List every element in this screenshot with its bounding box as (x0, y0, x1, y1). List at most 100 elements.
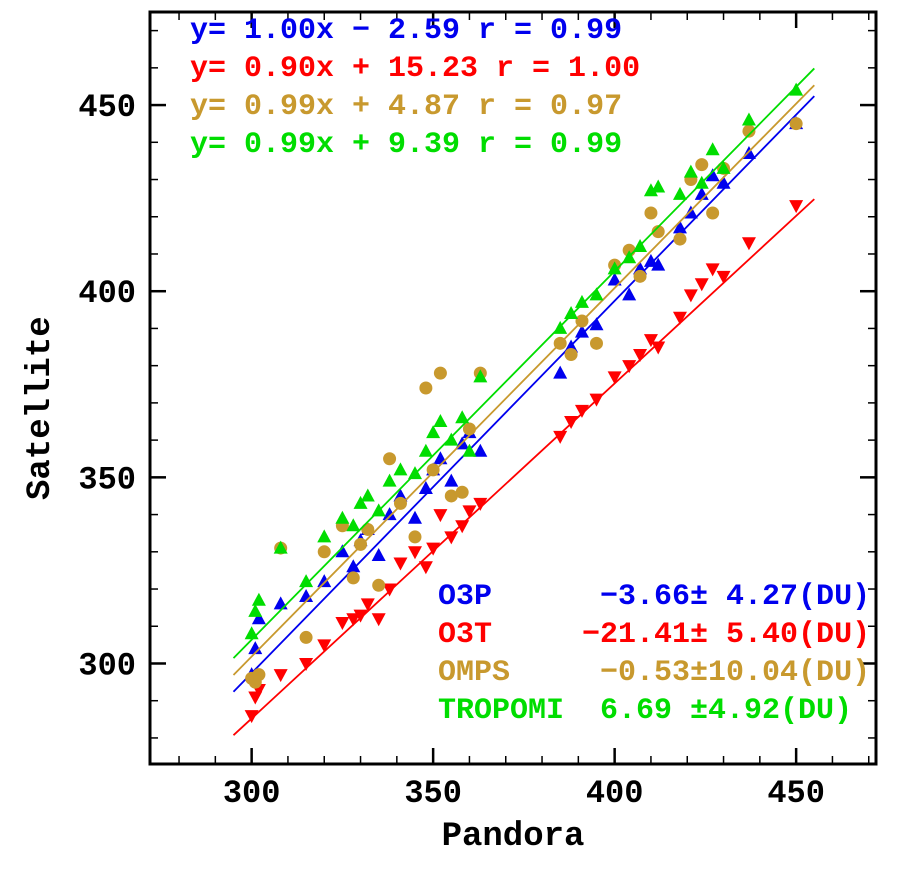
marker-circle-omps (789, 117, 803, 131)
series-points-tropomi (244, 82, 804, 640)
marker-triangle-up-tropomi (789, 82, 804, 96)
marker-triangle-up-tropomi (335, 510, 350, 524)
marker-triangle-up-o3p (273, 596, 288, 610)
x-tick-label: 350 (404, 775, 462, 812)
marker-triangle-up-tropomi (382, 473, 397, 487)
marker-triangle-down-o3t (705, 263, 720, 277)
marker-triangle-down-o3t (589, 393, 604, 407)
marker-triangle-up-tropomi (651, 179, 666, 193)
marker-triangle-up-o3p (407, 510, 422, 524)
marker-triangle-up-tropomi (418, 443, 433, 457)
fit-equation-tropomi: y= 0.99x + 9.39 r = 0.99 (190, 128, 623, 162)
marker-triangle-up-o3p (371, 548, 386, 562)
marker-circle-omps (408, 530, 422, 544)
marker-triangle-up-o3p (251, 611, 266, 625)
marker-triangle-down-o3t (371, 613, 386, 627)
marker-triangle-down-o3t (353, 609, 368, 623)
marker-circle-omps (575, 314, 589, 328)
bias-o3p: O3P −3.66± 4.27(DU) (438, 580, 871, 614)
marker-triangle-up-o3p (346, 559, 361, 573)
marker-triangle-down-o3t (651, 341, 666, 355)
marker-triangle-down-o3t (418, 561, 433, 575)
marker-triangle-up-tropomi (622, 250, 637, 264)
marker-triangle-down-o3t (789, 200, 804, 214)
marker-triangle-up-tropomi (589, 287, 604, 301)
marker-triangle-up-tropomi (607, 261, 622, 275)
marker-circle-omps (419, 381, 433, 395)
marker-triangle-down-o3t (473, 497, 488, 511)
marker-triangle-up-tropomi (683, 164, 698, 178)
marker-triangle-down-o3t (382, 583, 397, 597)
marker-circle-omps (651, 225, 665, 239)
x-tick-label: 300 (223, 775, 281, 812)
series-points-o3t (244, 200, 804, 724)
x-tick-label: 400 (586, 775, 644, 812)
y-tick-label: 300 (78, 647, 136, 684)
marker-triangle-up-tropomi (426, 425, 441, 439)
marker-triangle-up-tropomi (346, 518, 361, 532)
marker-triangle-up-tropomi (705, 142, 720, 156)
marker-circle-omps (372, 578, 386, 592)
marker-triangle-down-o3t (317, 639, 332, 653)
axes-layer (148, 10, 878, 766)
marker-circle-omps (383, 452, 397, 466)
y-tick-label: 400 (78, 275, 136, 312)
marker-circle-omps (695, 158, 709, 172)
marker-triangle-up-o3p (335, 544, 350, 558)
marker-triangle-down-o3t (553, 430, 568, 444)
x-tick-label: 450 (767, 775, 825, 812)
y-tick-label: 450 (78, 89, 136, 126)
bias-o3t: O3T −21.41± 5.40(DU) (438, 618, 871, 652)
marker-triangle-up-tropomi (433, 414, 448, 428)
marker-triangle-up-tropomi (462, 443, 477, 457)
marker-circle-omps (706, 206, 720, 220)
fit-line-omps (232, 84, 815, 676)
fit-equation-o3t: y= 0.90x + 15.23 r = 1.00 (190, 52, 641, 86)
y-tick-label: 350 (78, 461, 136, 498)
marker-triangle-up-o3p (643, 253, 658, 267)
marker-triangle-up-tropomi (360, 488, 375, 502)
marker-circle-omps (252, 668, 266, 682)
bias-omps: OMPS −0.53±10.04(DU) (438, 656, 871, 690)
marker-circle-omps (564, 347, 578, 361)
tick-labels: 300 350 400 450 300 350 400 450 (78, 89, 825, 812)
marker-triangle-up-o3p (317, 574, 332, 588)
marker-triangle-down-o3t (426, 542, 441, 556)
marker-triangle-up-o3p (553, 365, 568, 379)
marker-triangle-up-tropomi (393, 462, 408, 476)
marker-triangle-down-o3t (633, 348, 648, 362)
marker-triangle-up-tropomi (248, 603, 263, 617)
marker-triangle-down-o3t (574, 404, 589, 418)
marker-triangle-down-o3t (407, 546, 422, 560)
marker-triangle-up-tropomi (672, 186, 687, 200)
marker-triangle-up-o3p (716, 175, 731, 189)
fit-equation-o3p: y= 1.00x − 2.59 r = 0.99 (190, 14, 623, 48)
marker-triangle-up-o3p (382, 507, 397, 521)
marker-circle-omps (462, 422, 476, 436)
y-axis-title: Satellite (22, 316, 60, 500)
marker-circle-omps (553, 336, 567, 350)
fit-line-o3t (232, 198, 815, 736)
marker-triangle-up-o3p (589, 317, 604, 331)
marker-circle-omps (354, 537, 368, 551)
marker-triangle-up-tropomi (251, 592, 266, 606)
marker-triangle-up-tropomi (371, 503, 386, 517)
marker-triangle-up-o3p (672, 220, 687, 234)
marker-circle-omps (742, 124, 756, 138)
series-layer (232, 67, 815, 736)
marker-circle-omps (317, 545, 331, 559)
marker-triangle-up-tropomi (455, 410, 470, 424)
marker-triangle-down-o3t (622, 360, 637, 374)
marker-triangle-up-tropomi (716, 160, 731, 174)
marker-triangle-up-o3p (651, 257, 666, 271)
marker-circle-omps (673, 232, 687, 246)
marker-triangle-up-tropomi (353, 495, 368, 509)
marker-circle-omps (346, 571, 360, 585)
marker-triangle-up-o3p (473, 443, 488, 457)
x-axis-title: Pandora (441, 818, 585, 856)
marker-triangle-down-o3t (335, 617, 350, 631)
marker-triangle-down-o3t (643, 334, 658, 348)
marker-triangle-down-o3t (299, 657, 314, 671)
marker-triangle-up-tropomi (444, 432, 459, 446)
